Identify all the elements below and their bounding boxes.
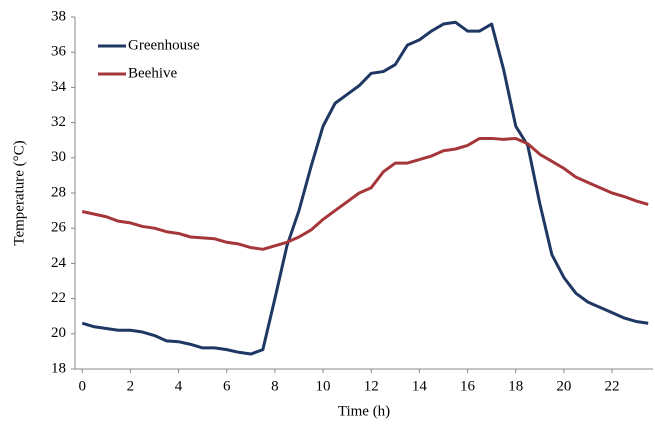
y-tick-label: 18 bbox=[51, 360, 66, 376]
y-tick-label: 26 bbox=[51, 220, 67, 236]
y-tick-label: 32 bbox=[51, 114, 66, 130]
line-series bbox=[81, 20, 649, 356]
x-tick-label: 12 bbox=[364, 378, 379, 394]
legend-label: Beehive bbox=[128, 65, 177, 81]
y-tick-label: 36 bbox=[51, 44, 67, 60]
line-series bbox=[81, 136, 649, 251]
x-tick-label: 18 bbox=[508, 378, 523, 394]
x-tick-label: 16 bbox=[460, 378, 476, 394]
y-tick-label: 28 bbox=[51, 184, 66, 200]
y-tick-label: 22 bbox=[51, 290, 66, 306]
x-tick-label: 20 bbox=[556, 378, 571, 394]
x-tick-label: 14 bbox=[412, 378, 428, 394]
y-tick-label: 30 bbox=[51, 149, 66, 165]
x-tick-label: 0 bbox=[78, 378, 86, 394]
y-tick-label: 20 bbox=[51, 325, 66, 341]
x-tick-label: 10 bbox=[316, 378, 331, 394]
x-tick-label: 6 bbox=[223, 378, 231, 394]
x-tick-label: 22 bbox=[605, 378, 620, 394]
y-tick-label: 38 bbox=[51, 8, 66, 24]
x-axis-title: Time (h) bbox=[338, 403, 390, 419]
y-tick-label: 24 bbox=[51, 255, 67, 271]
x-tick-label: 8 bbox=[271, 378, 279, 394]
legend-label: Greenhouse bbox=[128, 37, 200, 53]
y-axis-title: Temperature (°C) bbox=[11, 140, 27, 245]
y-tick-label: 34 bbox=[51, 79, 67, 95]
x-tick-label: 2 bbox=[127, 378, 135, 394]
x-tick-label: 4 bbox=[175, 378, 183, 394]
